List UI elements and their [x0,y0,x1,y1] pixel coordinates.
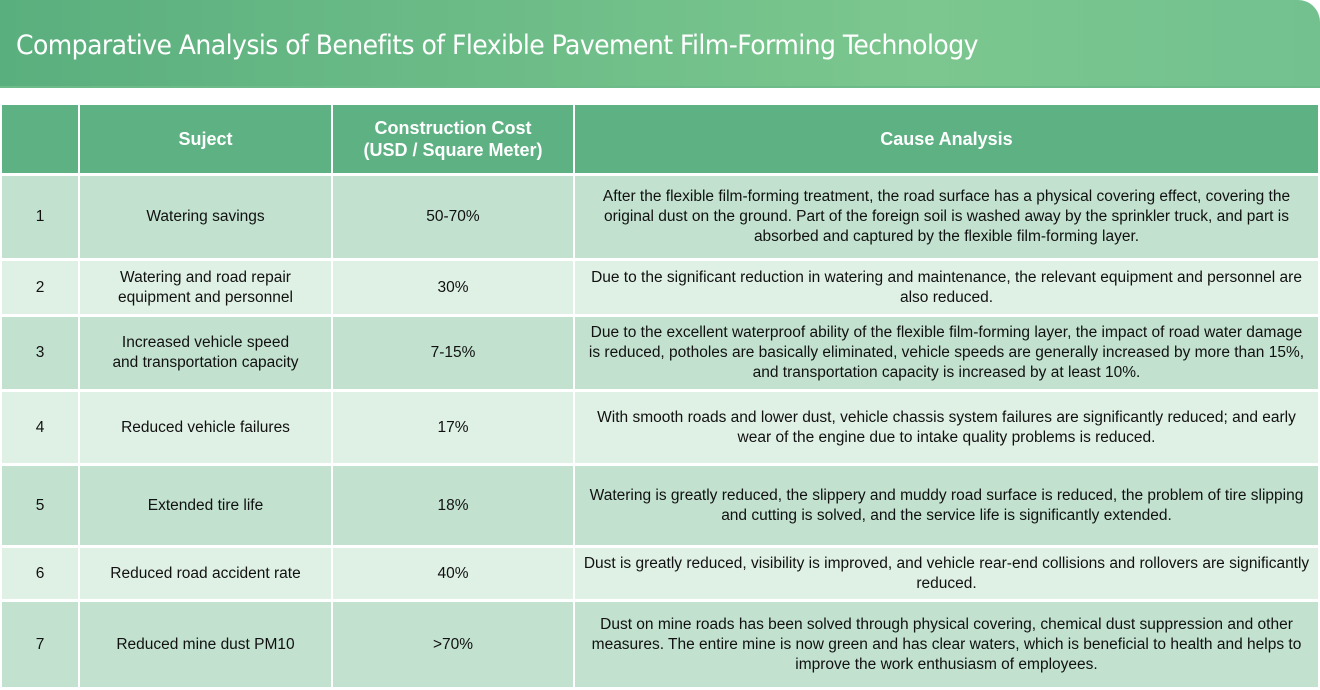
table-row: 3 Increased vehicle speed and transportat… [2,317,1318,389]
table-row: 2 Watering and road repair equipment and … [2,261,1318,314]
cell-number: 7 [2,602,78,687]
table-row: 7 Reduced mine dust PM10 >70% Dust on mine … [2,602,1318,687]
cell-subject: Extended tire life [80,466,331,545]
cell-number: 2 [2,261,78,314]
header-no [2,105,78,173]
title-banner: Comparative Analysis of Benefits of Flex… [0,0,1320,88]
header-cause: Cause Analysis [575,105,1318,173]
cell-number: 6 [2,548,78,599]
cell-number: 3 [2,317,78,389]
cell-subject: Reduced vehicle failures [80,392,331,463]
cell-cost: 50-70% [333,176,573,258]
page-title: Comparative Analysis of Benefits of Flex… [16,30,978,61]
cell-cause: Due to the significant reduction in wate… [575,261,1318,314]
cell-subject: Watering savings [80,176,331,258]
cell-subject: Reduced road accident rate [80,548,331,599]
header-row: Suject Construction Cost (USD / Square M… [2,105,1318,173]
cell-cost: 18% [333,466,573,545]
header-subject: Suject [80,105,331,173]
table-row: 4 Reduced vehicle failures 17% With smooth … [2,392,1318,463]
cell-number: 1 [2,176,78,258]
table-row: 6 Reduced road accident rate 40% Dust is gr… [2,548,1318,599]
cell-cost: 17% [333,392,573,463]
cell-cause: Due to the excellent waterproof ability … [575,317,1318,389]
cell-subject: Increased vehicle speed and transportati… [80,317,331,389]
cell-cost: 7-15% [333,317,573,389]
cell-cost: 30% [333,261,573,314]
cell-subject: Reduced mine dust PM10 [80,602,331,687]
cell-cause: With smooth roads and lower dust, vehicl… [575,392,1318,463]
cell-cause: Dust is greatly reduced, visibility is i… [575,548,1318,599]
cell-cost: 40% [333,548,573,599]
cell-cause: Watering is greatly reduced, the slipper… [575,466,1318,545]
cell-cause: After the flexible film-forming treatmen… [575,176,1318,258]
cell-number: 5 [2,466,78,545]
cell-number: 4 [2,392,78,463]
cell-cost: >70% [333,602,573,687]
header-cost: Construction Cost (USD / Square Meter) [333,105,573,173]
cell-subject: Watering and road repair equipment and p… [80,261,331,314]
table-row: 5 Extended tire life 18% Watering is greatl… [2,466,1318,545]
table-row: 1 Watering savings 50-70% After the flexibl… [2,176,1318,258]
cell-cause: Dust on mine roads has been solved throu… [575,602,1318,687]
benefits-table: Suject Construction Cost (USD / Square M… [0,102,1320,690]
